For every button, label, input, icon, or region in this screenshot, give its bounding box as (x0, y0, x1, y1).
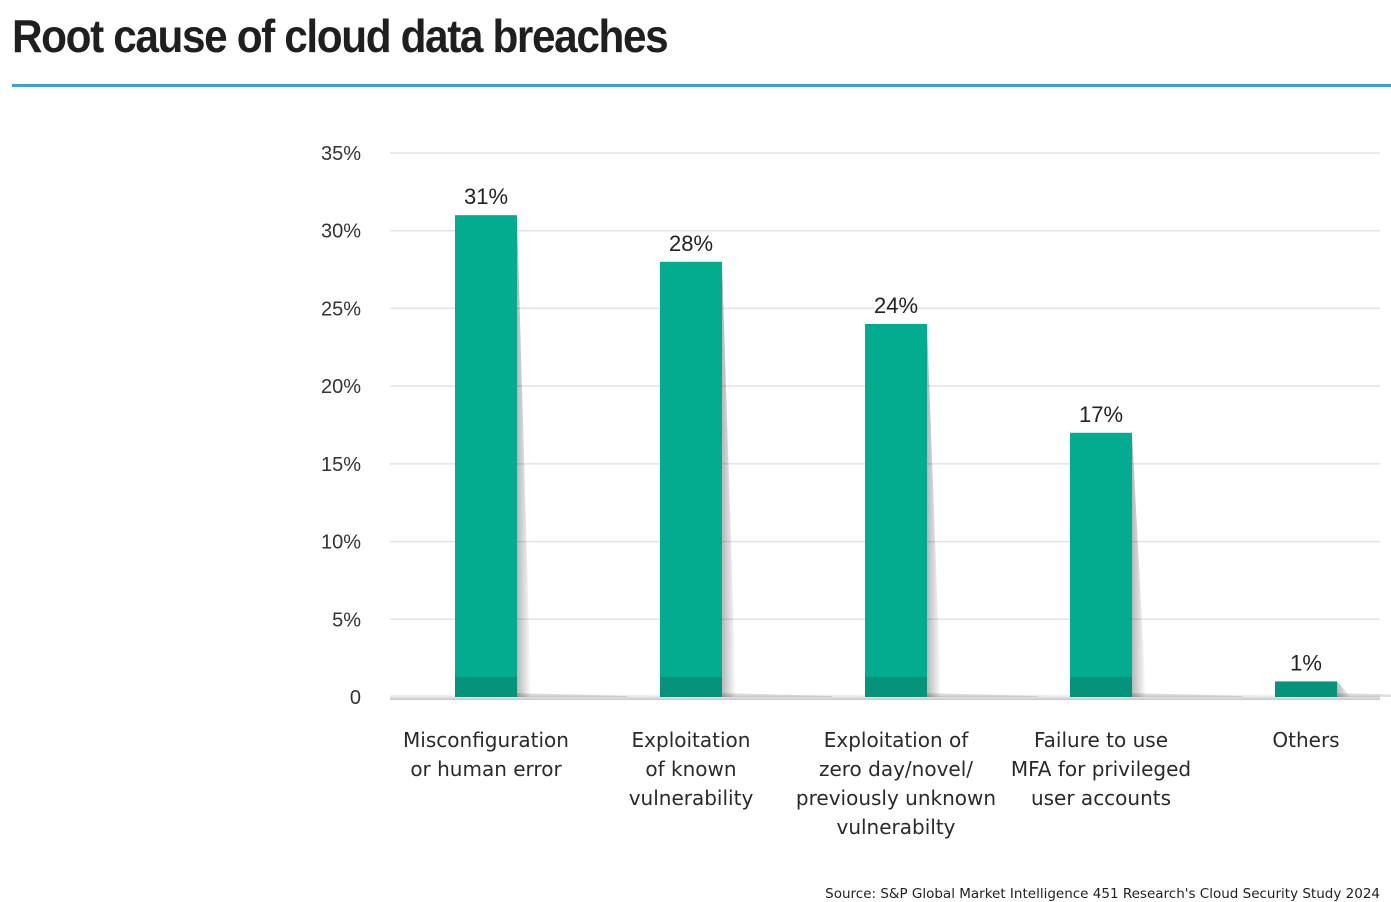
data-label: 17% (1079, 402, 1123, 427)
x-tick-label: zero day/novel/ (819, 757, 973, 781)
x-tick-label: vulnerabilty (836, 815, 955, 839)
y-tick-label: 35% (321, 143, 361, 165)
source-note: Source: S&P Global Market Intelligence 4… (825, 886, 1380, 902)
y-axis: 0 5% 10% 15% 20% 25% 30% 35% (321, 143, 361, 709)
y-tick-label: 5% (332, 609, 361, 631)
bar-side-shadow (1132, 432, 1146, 697)
bar-floor-shadow (517, 693, 627, 697)
x-tick-label: previously unknown (796, 786, 996, 810)
y-tick-label: 30% (321, 221, 361, 243)
x-axis: Misconfiguration or human error Exploitati… (403, 728, 1340, 839)
bar-floor-shadow (1132, 693, 1242, 697)
bar-side-shadow (722, 261, 736, 697)
y-tick-label: 25% (321, 298, 361, 320)
x-tick-label: Exploitation of (824, 728, 970, 752)
bar-shadows (517, 215, 1391, 697)
bar-floor-shadow (722, 693, 832, 697)
bar (865, 323, 927, 697)
bar-base-band (660, 677, 722, 697)
bars (455, 215, 1337, 697)
y-tick-label: 10% (321, 532, 361, 554)
x-tick-label: Failure to use (1034, 728, 1168, 752)
x-tick-label: or human error (410, 757, 562, 781)
bar (660, 261, 722, 697)
data-label: 28% (669, 231, 713, 256)
data-label: 31% (464, 184, 508, 209)
data-labels: 31% 28% 24% 17% 1% (464, 184, 1322, 675)
x-tick-label: Others (1272, 728, 1339, 752)
x-tick-label: of known (645, 757, 736, 781)
bar-floor-shadow (927, 693, 1037, 697)
bar (455, 215, 517, 697)
bar-floor-shadow (1337, 693, 1391, 697)
x-category-label: Others (1272, 728, 1339, 752)
x-tick-label: Exploitation (632, 728, 751, 752)
title-divider (12, 84, 1391, 87)
y-tick-label: 20% (321, 376, 361, 398)
x-tick-label: vulnerability (629, 786, 754, 810)
x-category-label: Failure to use MFA for privileged user acc… (1011, 728, 1191, 810)
bar-side-shadow (517, 215, 531, 697)
bar (1070, 432, 1132, 697)
x-category-label: Exploitation of zero day/novel/previously… (796, 728, 996, 839)
x-tick-label: Misconfiguration (403, 728, 569, 752)
bar-base-band (455, 677, 517, 697)
x-category-label: Exploitation of known vulnerability (629, 728, 754, 810)
x-tick-label: user accounts (1031, 786, 1171, 810)
bar-side-shadow (927, 323, 941, 697)
y-tick-label: 15% (321, 454, 361, 476)
x-tick-label: MFA for privileged (1011, 757, 1191, 781)
bar-base-band (865, 677, 927, 697)
bar-side-shadow (1337, 681, 1351, 697)
data-label: 24% (874, 293, 918, 318)
y-tick-label: 0 (350, 687, 361, 709)
x-category-label: Misconfiguration or human error (403, 728, 569, 781)
bar-base-band (1070, 677, 1132, 697)
bar-base-band (1275, 681, 1337, 697)
page-title: Root cause of cloud data breaches (12, 10, 669, 62)
data-label: 1% (1290, 650, 1322, 675)
